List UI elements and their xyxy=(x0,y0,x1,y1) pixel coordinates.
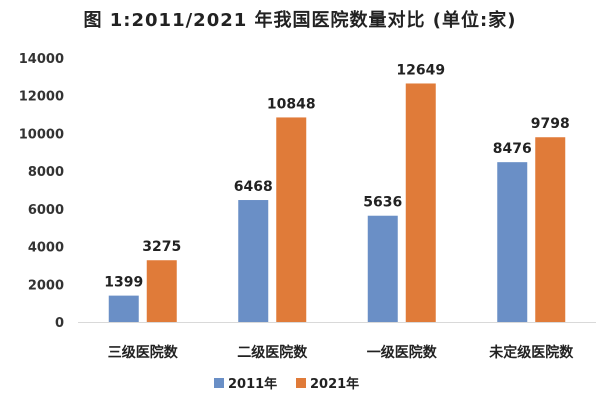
bars xyxy=(108,83,566,322)
y-tick-label: 12000 xyxy=(19,90,64,105)
y-tick-label: 10000 xyxy=(19,127,64,142)
legend-label: 2011年 xyxy=(228,376,277,392)
data-label: 1399 xyxy=(104,275,143,291)
bar-2011-1 xyxy=(238,200,269,322)
data-label: 10848 xyxy=(267,96,316,112)
legend-swatch xyxy=(214,378,224,388)
data-label: 6468 xyxy=(234,179,273,195)
data-label: 5636 xyxy=(363,195,402,211)
bar-2011-0 xyxy=(108,295,139,322)
legend-swatch xyxy=(296,378,306,388)
x-category-label: 三级医院数 xyxy=(108,344,179,361)
data-label: 9798 xyxy=(531,116,570,132)
x-category-label: 未定级医院数 xyxy=(489,344,574,361)
legend-label: 2021年 xyxy=(310,376,359,392)
bar-2011-2 xyxy=(367,215,398,322)
bar-2021-0 xyxy=(146,260,177,322)
y-axis: 0 2000 4000 6000 8000 10000 12000 14000 xyxy=(19,52,596,331)
y-tick-label: 6000 xyxy=(28,203,64,218)
x-axis: 三级医院数 二级医院数 一级医院数 未定级医院数 xyxy=(108,344,574,361)
chart-title: 图 1:2011/2021 年我国医院数量对比 (单位:家) xyxy=(83,10,517,31)
y-tick-label: 8000 xyxy=(28,165,64,180)
y-tick-label: 2000 xyxy=(28,278,64,293)
data-label: 8476 xyxy=(493,141,532,157)
data-labels: 1399 3275 6468 10848 5636 12649 8476 9798 xyxy=(104,62,569,290)
bar-2021-2 xyxy=(405,83,436,322)
legend: 2011年 2021年 xyxy=(214,376,359,392)
bar-2011-3 xyxy=(497,162,528,322)
y-tick-label: 14000 xyxy=(19,52,64,67)
y-tick-label: 4000 xyxy=(28,241,64,256)
x-category-label: 二级医院数 xyxy=(237,344,308,361)
bar-2021-1 xyxy=(276,117,307,322)
bar-2021-3 xyxy=(535,137,566,322)
y-tick-label: 0 xyxy=(55,316,64,331)
data-label: 12649 xyxy=(396,62,445,78)
x-category-label: 一级医院数 xyxy=(367,344,438,361)
data-label: 3275 xyxy=(142,239,181,255)
